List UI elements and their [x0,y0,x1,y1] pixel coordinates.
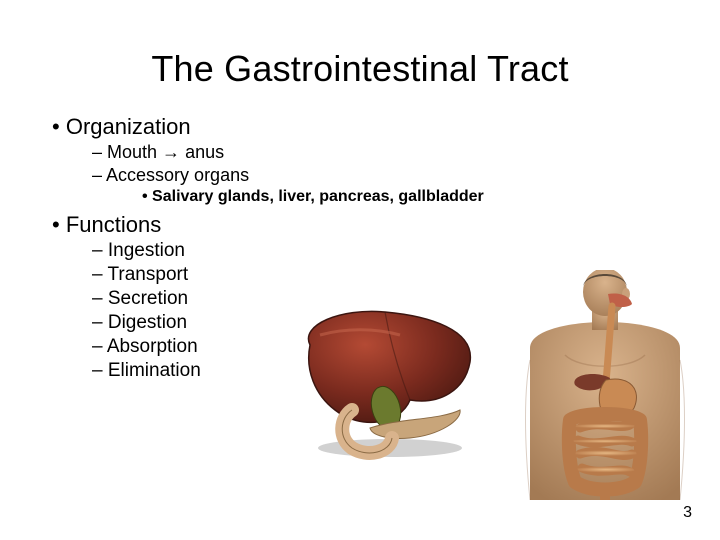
bullet-text: Salivary glands, liver, pancreas, gallbl… [152,188,484,205]
bullet-accessory: Accessory organs Salivary glands, liver,… [92,165,676,206]
bullet-text: Ingestion [108,240,185,261]
liver-illustration [290,300,490,460]
text-mouth: Mouth [107,142,157,162]
bullet-text: Organization [66,114,191,139]
bullet-ingestion: Ingestion [92,240,676,262]
bullet-list-level3: Salivary glands, liver, pancreas, gallbl… [142,188,676,206]
bullet-text: Secretion [108,288,188,309]
text-anus: anus [185,142,224,162]
bullet-text: Transport [108,264,189,285]
page-number: 3 [683,504,692,522]
arrow-icon: → [157,142,185,162]
slide: The Gastrointestinal Tract Organization … [0,0,720,540]
bullet-organization: Organization Mouth → anus Accessory orga… [52,114,676,206]
bullet-text: Absorption [107,336,198,357]
bullet-text: Accessory organs [106,165,249,185]
bullet-salivary: Salivary glands, liver, pancreas, gallbl… [142,188,676,206]
torso-illustration [520,270,690,500]
bullet-text: Functions [66,212,161,237]
bullet-list-level2: Mouth → anus Accessory organs Salivary g… [92,142,676,206]
slide-title: The Gastrointestinal Tract [44,48,676,90]
bullet-text: Digestion [108,312,187,333]
bullet-text: Elimination [108,360,201,381]
bullet-mouth-anus: Mouth → anus [92,142,676,163]
